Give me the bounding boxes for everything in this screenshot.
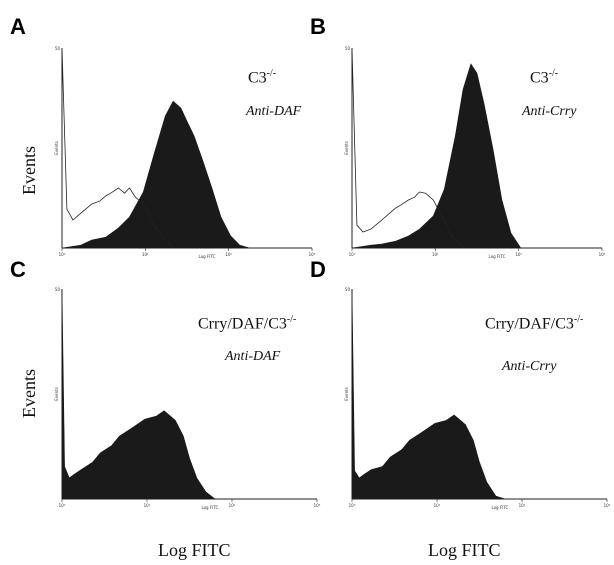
x-tick-label: 10² xyxy=(519,503,526,508)
inner-xlabel: Log FITC xyxy=(201,505,218,510)
y-tick-label: 50 xyxy=(55,287,61,292)
inner-xlabel: Log FITC xyxy=(489,254,506,259)
x-tick-label: 10¹ xyxy=(144,503,151,508)
antibody-label-c: Anti-DAF xyxy=(225,349,281,364)
x-tick-label: 10⁰ xyxy=(59,252,66,257)
y-tick-label: 50 xyxy=(345,287,351,292)
x-tick-label: 10² xyxy=(515,252,522,257)
x-tick-label: 10³ xyxy=(604,503,611,508)
inner-xlabel: Log FITC xyxy=(491,505,508,510)
inner-xlabel: Log FITC xyxy=(199,254,216,259)
y-tick-label: 50 xyxy=(55,46,61,51)
genotype-superscript: -/- xyxy=(266,68,277,79)
panel-letter-a: A xyxy=(10,14,26,39)
inner-ylabel: Events xyxy=(344,387,349,401)
col-xlabel-left: Log FITC xyxy=(158,540,231,560)
x-tick-label: 10⁰ xyxy=(59,503,66,508)
histogram-filled-series xyxy=(351,63,522,249)
col-xlabel-right: Log FITC xyxy=(428,540,501,560)
genotype-name: Crry/DAF/C3 xyxy=(485,315,574,333)
panel-letter-c: C xyxy=(10,257,26,282)
antibody-label-b: Anti-Crry xyxy=(522,104,577,119)
genotype-name: C3 xyxy=(530,69,549,87)
antibody-label-a: Anti-DAF xyxy=(246,104,302,119)
histogram-filled-series xyxy=(61,100,250,249)
x-tick-label: 10⁰ xyxy=(349,503,356,508)
x-tick-label: 10² xyxy=(225,252,232,257)
inner-ylabel: Events xyxy=(54,141,59,155)
genotype-label-c: Crry/DAF/C3-/- xyxy=(198,314,296,333)
y-tick-label: 50 xyxy=(345,46,351,51)
genotype-label-a: C3-/- xyxy=(248,68,276,87)
genotype-superscript: -/- xyxy=(573,314,584,325)
histogram-outline-series xyxy=(61,47,174,249)
genotype-label-b: C3-/- xyxy=(530,68,558,87)
genotype-label-d: Crry/DAF/C3-/- xyxy=(485,314,583,333)
x-tick-label: 10¹ xyxy=(434,503,441,508)
x-tick-label: 10² xyxy=(229,503,236,508)
x-tick-label: 10³ xyxy=(314,503,321,508)
histogram-filled-series xyxy=(61,288,216,500)
x-tick-label: 10¹ xyxy=(142,252,149,257)
panel-letter-b: B xyxy=(310,14,326,39)
x-tick-label: 10⁰ xyxy=(349,252,356,257)
genotype-name: Crry/DAF/C3 xyxy=(198,315,287,333)
x-tick-label: 10³ xyxy=(309,252,316,257)
panel-letter-d: D xyxy=(310,257,326,282)
genotype-superscript: -/- xyxy=(548,68,559,79)
x-tick-label: 10³ xyxy=(599,252,606,257)
x-tick-label: 10¹ xyxy=(432,252,439,257)
antibody-label-d: Anti-Crry xyxy=(502,359,557,374)
genotype-superscript: -/- xyxy=(286,314,297,325)
inner-ylabel: Events xyxy=(54,387,59,401)
genotype-name: C3 xyxy=(248,69,267,87)
histogram-outline-series xyxy=(351,47,464,249)
histogram-filled-series xyxy=(351,288,505,500)
inner-ylabel: Events xyxy=(344,141,349,155)
